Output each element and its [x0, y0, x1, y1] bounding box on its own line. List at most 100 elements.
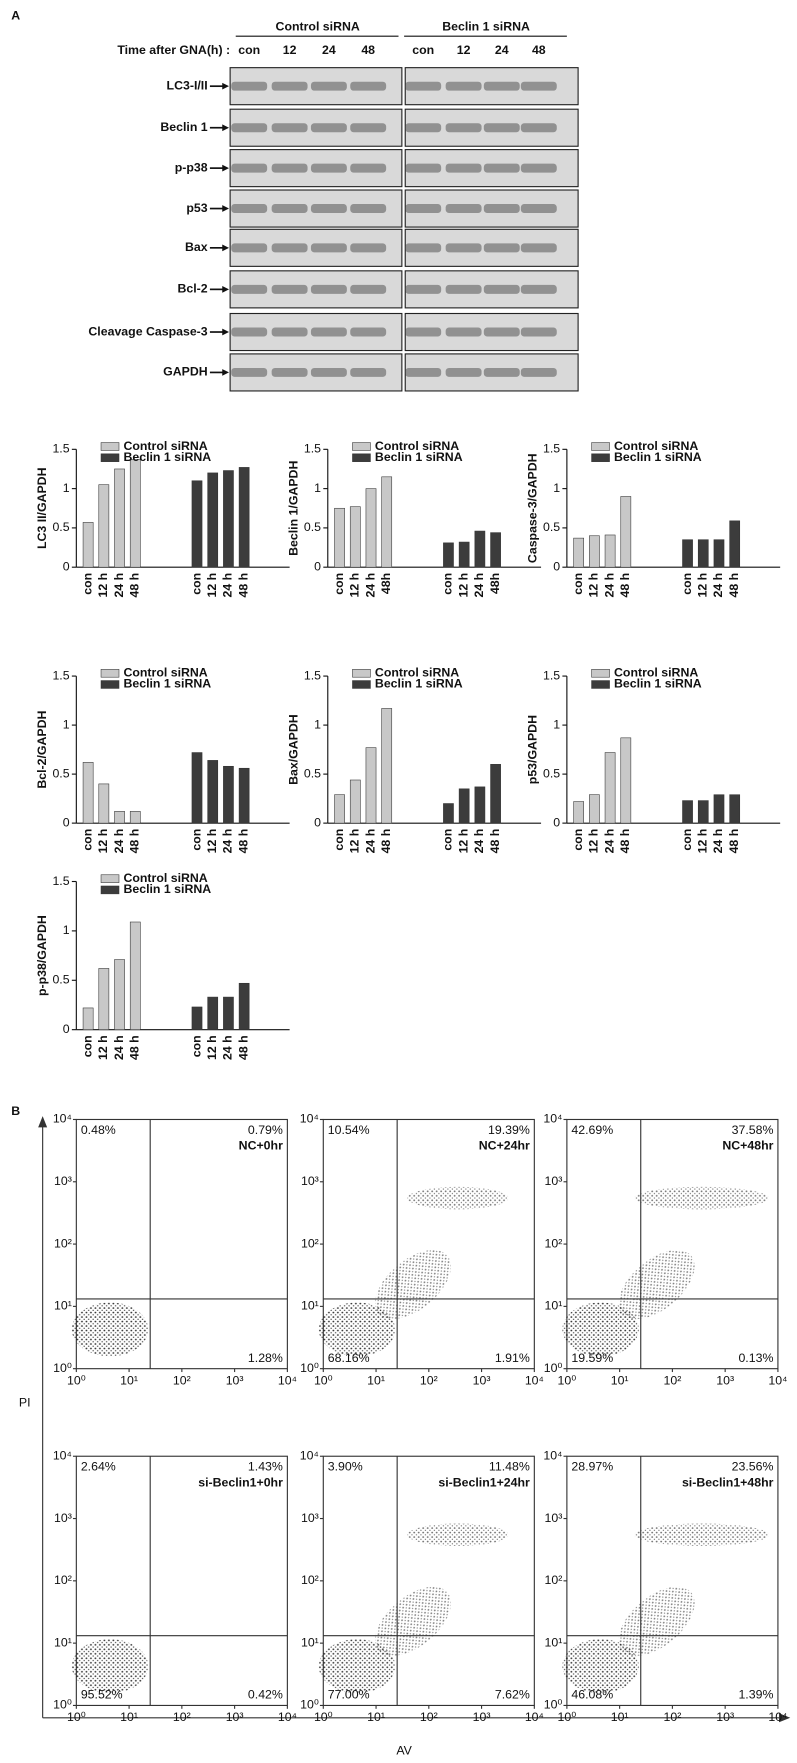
blot-arrowhead: [222, 124, 229, 132]
x-tick-label: 48 h: [727, 829, 741, 854]
x-tick-label: 10⁴: [278, 1710, 297, 1724]
plot-name: si-Beclin1+0hr: [198, 1475, 283, 1489]
x-tick-label: 48h: [379, 573, 393, 594]
blot-band: [350, 204, 387, 214]
quadrant-pct: 7.62%: [495, 1688, 530, 1702]
x-tick-label: 10⁴: [525, 1710, 544, 1724]
y-axis-label: PI: [19, 1396, 31, 1410]
blot-band: [520, 123, 557, 133]
bar: [458, 788, 470, 824]
bar: [334, 507, 345, 568]
bar: [82, 1007, 94, 1030]
plot-name: si-Beclin1+48hr: [682, 1475, 774, 1489]
lane-label: con: [238, 43, 260, 57]
lane-label: 24: [495, 43, 509, 57]
x-tick-label: 24 h: [221, 829, 235, 854]
x-tick-label: con: [332, 573, 346, 595]
blot-band: [310, 81, 347, 91]
blot-band: [483, 367, 520, 377]
x-tick-label: 10²: [663, 1710, 681, 1724]
blot-label: p-p38: [175, 160, 208, 174]
x-tick-label: 24 h: [221, 1035, 235, 1060]
blot-arrowhead: [222, 328, 229, 336]
blot-band: [350, 123, 387, 133]
blot-arrowhead: [222, 369, 229, 376]
lane-label: 24: [322, 43, 336, 57]
event-cloud: [318, 1302, 396, 1357]
y-tick-label: 10⁴: [543, 1112, 562, 1126]
x-tick-label: 12 h: [205, 829, 219, 854]
y-tick-label: 10³: [301, 1511, 319, 1525]
x-tick-label: con: [80, 1035, 94, 1057]
quadrant-pct: 3.90%: [328, 1460, 363, 1474]
x-tick-label: 10²: [173, 1710, 191, 1724]
event-cloud: [618, 1586, 695, 1656]
blot-band: [445, 163, 482, 173]
blot-band: [310, 284, 347, 294]
blot-band: [445, 327, 482, 337]
x-tick-label: 48h: [488, 573, 502, 594]
blot-label: GAPDH: [163, 365, 208, 379]
y-tick-label: 10²: [545, 1573, 563, 1587]
legend-swatch: [352, 453, 371, 462]
blot-band: [405, 243, 442, 253]
bar: [223, 470, 234, 568]
y-tick-label: 0.5: [543, 520, 560, 534]
x-tick-label: 10³: [473, 1710, 491, 1724]
y-tick-label: 10⁰: [53, 1361, 72, 1375]
y-tick-label: 10⁴: [543, 1449, 562, 1463]
bar: [114, 468, 125, 568]
bar: [223, 996, 234, 1030]
y-tick-label: 10⁴: [53, 1112, 72, 1126]
blot-band: [350, 163, 387, 173]
bar: [114, 959, 125, 1030]
x-tick-label: con: [189, 829, 203, 851]
x-tick-label: con: [441, 829, 455, 851]
bar: [349, 779, 361, 824]
blot-arrowhead: [222, 82, 229, 90]
x-tick-label: 10⁴: [768, 1710, 787, 1724]
bar: [129, 921, 141, 1030]
blot-band: [405, 284, 442, 294]
y-tick-label: 10²: [54, 1236, 72, 1250]
quadrant-pct: 10.54%: [328, 1123, 370, 1137]
blot-band: [483, 204, 520, 214]
quadrant-pct: 19.59%: [571, 1351, 613, 1365]
y-tick-label: 1.5: [52, 668, 69, 682]
event-cloud: [407, 1523, 509, 1547]
blot-band: [231, 123, 268, 133]
bar: [474, 786, 486, 824]
x-tick-label: 48 h: [236, 829, 250, 854]
bar: [238, 467, 250, 568]
y-tick-label: 1: [63, 923, 70, 937]
y-tick-label: 10²: [545, 1236, 563, 1250]
group-label: Control siRNA: [276, 20, 360, 34]
y-tick-label: 0.5: [52, 766, 69, 780]
y-tick-label: 1: [314, 481, 321, 495]
blot-band: [231, 163, 268, 173]
x-tick-label: 12 h: [348, 573, 362, 598]
legend-label: Beclin 1 siRNA: [123, 450, 211, 464]
legend-swatch: [352, 669, 371, 678]
y-tick-label: 10⁰: [300, 1698, 319, 1712]
blot-band: [271, 204, 308, 214]
legend-swatch: [591, 453, 610, 462]
event-cloud: [375, 1249, 451, 1319]
blot-label: Cleavage Caspase-3: [88, 324, 207, 338]
bar: [589, 535, 600, 568]
y-tick-label: 10³: [301, 1174, 319, 1188]
x-tick-label: 10³: [226, 1710, 244, 1724]
blot-band: [405, 123, 442, 133]
quadrant-pct: 77.00%: [328, 1688, 370, 1702]
bar: [98, 484, 110, 568]
legend-swatch: [352, 442, 371, 451]
quadrant-pct: 23.56%: [732, 1460, 774, 1474]
x-axis-label: AV: [396, 1744, 412, 1758]
blot-band: [271, 81, 308, 91]
quadrant-pct: 37.58%: [732, 1123, 774, 1137]
y-tick-label: 10¹: [301, 1635, 319, 1649]
x-tick-label: 24 h: [112, 1035, 126, 1060]
blot-label: Bcl-2: [178, 282, 208, 296]
event-cloud: [618, 1249, 695, 1319]
